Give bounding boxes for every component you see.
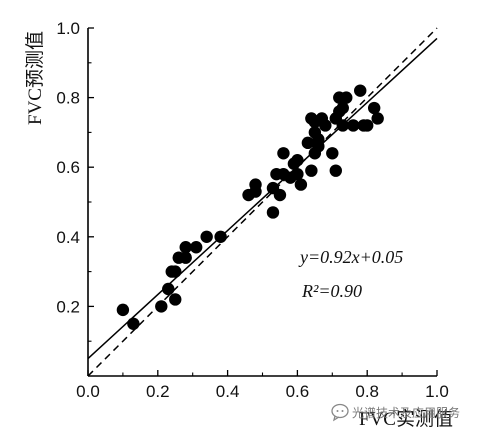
- data-point: [266, 206, 280, 219]
- data-point: [116, 303, 130, 317]
- data-point: [291, 167, 304, 181]
- wechat-bubble-icon: [331, 403, 349, 422]
- data-point: [162, 282, 175, 296]
- data-point: [214, 230, 227, 243]
- data-point: [169, 293, 182, 306]
- x-axis-title: FVC实测值: [359, 408, 453, 430]
- data-point: [371, 112, 384, 125]
- x-tick-label: 0.0: [76, 382, 100, 401]
- data-point: [340, 91, 353, 104]
- y-tick-label: 0.2: [56, 297, 80, 316]
- x-tick-label: 1.0: [425, 382, 449, 401]
- tick-labels: 0.0 0.2 0.4 0.6 0.8 1.0 0.2 0.4 0.6 0.8 1.0: [56, 19, 448, 401]
- y-tick-label: 0.6: [56, 158, 80, 177]
- data-point: [294, 178, 308, 191]
- data-point: [249, 178, 262, 191]
- x-tick-label: 0.8: [355, 382, 379, 401]
- data-point: [179, 241, 192, 254]
- data-point: [273, 188, 287, 202]
- y-axis-title: FVC预测值: [24, 31, 46, 125]
- watermark: 光谱技术及应用服务: [331, 403, 460, 422]
- data-point: [329, 164, 342, 177]
- x-tick-label: 0.4: [216, 382, 240, 401]
- x-tick-label: 0.2: [146, 382, 170, 401]
- data-point: [336, 101, 349, 115]
- data-point: [200, 230, 213, 243]
- r-squared-label: R²=0.90: [301, 281, 362, 301]
- data-point: [347, 119, 360, 132]
- data-point: [189, 241, 203, 254]
- data-point: [367, 101, 381, 115]
- data-point: [155, 300, 168, 313]
- regression-equation: y=0.92x+0.05: [298, 247, 403, 267]
- y-tick-label: 0.4: [56, 228, 80, 247]
- data-point: [169, 265, 182, 278]
- data-point: [361, 119, 374, 132]
- axes: [87, 27, 438, 377]
- one-to-one-reference-line: [87, 27, 438, 377]
- data-point: [354, 84, 367, 97]
- data-point: [179, 251, 192, 264]
- data-point: [319, 119, 332, 132]
- y-tick-label: 1.0: [56, 19, 80, 38]
- data-point: [312, 133, 325, 146]
- data-point: [326, 147, 339, 160]
- x-tick-label: 0.6: [286, 382, 310, 401]
- data-point: [291, 154, 304, 167]
- data-point: [127, 317, 140, 330]
- data-point: [305, 164, 318, 177]
- data-points: [116, 84, 384, 330]
- watermark-text: 光谱技术及应用服务: [352, 405, 460, 420]
- y-tick-label: 0.8: [56, 89, 80, 108]
- data-point: [301, 136, 315, 150]
- data-point: [336, 119, 349, 132]
- fitted-regression-line: [87, 37, 438, 360]
- data-point: [277, 147, 290, 160]
- regression-lines: [87, 27, 438, 377]
